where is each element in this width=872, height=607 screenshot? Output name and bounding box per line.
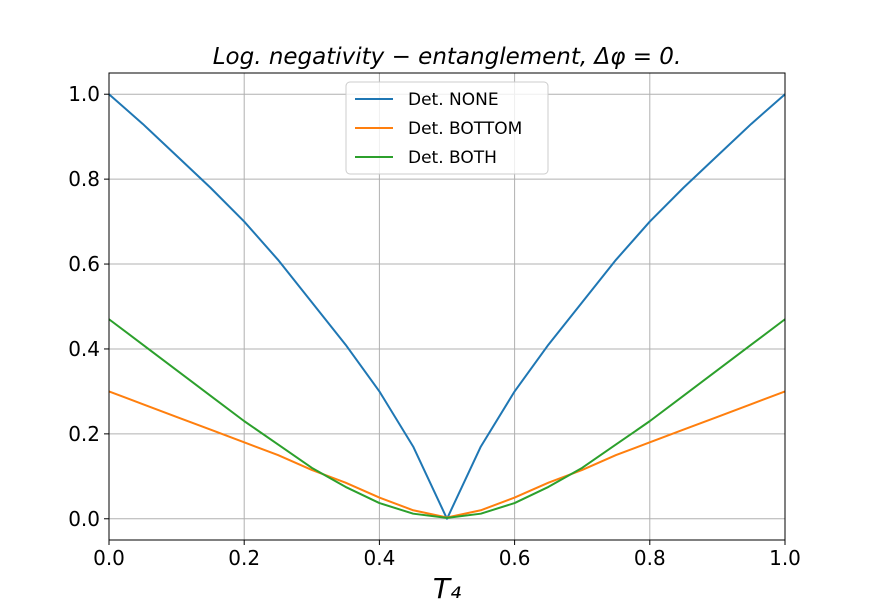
y-tick-label: 0.2: [68, 422, 100, 446]
series-layer: [108, 93, 786, 520]
x-tick-label: 0.2: [228, 546, 260, 570]
y-tick-label: 0.6: [68, 252, 100, 276]
legend-label: Det. NONE: [408, 90, 499, 110]
y-tick-label: 1.0: [68, 82, 100, 106]
x-tick-label: 0.0: [93, 546, 125, 570]
x-axis-label: T₄: [433, 572, 461, 605]
x-axis: 0.0 0.2 0.4 0.6 0.8 1.0: [93, 540, 801, 570]
y-tick-label: 0.8: [68, 167, 100, 191]
x-tick-label: 0.4: [363, 546, 395, 570]
x-tick-label: 0.6: [499, 546, 531, 570]
plot-frame: [108, 72, 786, 541]
x-tick-label: 1.0: [769, 546, 801, 570]
y-tick-label: 0.0: [68, 507, 100, 531]
legend-label: Det. BOTH: [408, 148, 497, 168]
legend: Det. NONE Det. BOTTOM Det. BOTH: [345, 81, 549, 175]
legend-box: [345, 81, 549, 175]
y-tick-label: 0.4: [68, 337, 100, 361]
x-tick-label: 0.8: [634, 546, 666, 570]
legend-label: Det. BOTTOM: [408, 119, 522, 139]
series-line: [108, 318, 786, 519]
y-axis: 0.0 0.2 0.4 0.6 0.8 1.0: [68, 82, 109, 531]
chart-title: Log. negativity − entanglement, Δφ = 0.: [213, 44, 682, 70]
